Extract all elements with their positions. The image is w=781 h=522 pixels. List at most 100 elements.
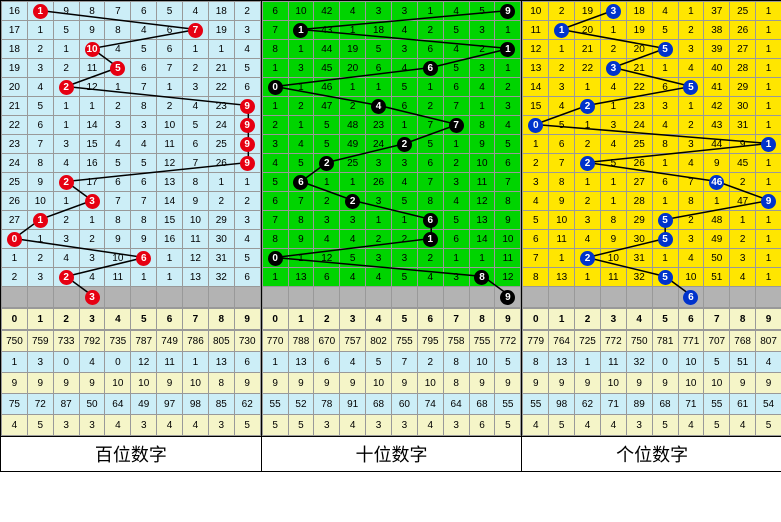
trend-cell: 9 [288,230,314,249]
digit-header: 8 [469,309,495,330]
trend-cell: 1 [523,135,549,154]
summary-cell: 5 [366,352,392,373]
summary-cell: 707 [704,331,730,352]
trend-cell: 5 [678,78,704,97]
trend-cell: 2 [575,135,601,154]
summary-cell: 5 [262,415,288,436]
trend-cell: 6 [131,173,157,192]
gray-cell [469,287,495,308]
trend-cell: 6 [234,268,260,287]
hit-ball: 3 [85,290,100,305]
trend-cell: 12 [314,249,340,268]
hit-ball: 6 [136,251,151,266]
summary-cell: 55 [495,394,521,415]
summary-cell: 4 [340,415,366,436]
trend-cell: 2 [730,230,756,249]
trend-cell: 1 [600,97,626,116]
trend-cell: 2 [495,78,521,97]
summary-cell: 759 [27,331,53,352]
trend-cell: 40 [704,59,730,78]
trend-cell: 1 [262,268,288,287]
trend-cell: 10 [523,2,549,21]
digit-header: 8 [208,309,234,330]
trend-cell: 6 [131,249,157,268]
summary-cell: 4 [756,352,781,373]
summary-cell: 68 [366,394,392,415]
summary-cell: 8 [208,373,234,394]
trend-cell: 20 [575,21,601,40]
hit-ball: 0 [528,118,543,133]
trend-cell: 1 [53,192,79,211]
summary-cell: 75 [2,394,28,415]
trend-cell: 22 [208,78,234,97]
summary-cell: 5 [234,415,260,436]
trend-cell: 5 [443,211,469,230]
trend-cell: 51 [704,268,730,287]
trend-cell: 30 [730,97,756,116]
summary-cell: 3 [208,415,234,436]
trend-cell: 6 [417,59,443,78]
trend-cell: 2 [340,97,366,116]
trend-cell: 1 [27,211,53,230]
panel-title-hundreds: 百位数字 [1,436,261,471]
summary-cell: 97 [157,394,183,415]
trend-cell: 9 [704,154,730,173]
trend-cell: 2 [575,192,601,211]
summary-cell: 32 [626,352,652,373]
digit-header: 6 [417,309,443,330]
trend-cell: 15 [523,97,549,116]
trend-cell: 2 [678,21,704,40]
trend-cell: 2 [678,116,704,135]
trend-cell: 32 [208,268,234,287]
trend-cell: 7 [288,192,314,211]
summary-cell: 13 [288,352,314,373]
trend-cell: 7 [131,192,157,211]
trend-cell: 4 [549,97,575,116]
trend-cell: 4 [183,2,209,21]
gray-cell [626,287,652,308]
trend-cell: 4 [105,40,131,59]
summary-cell: 6 [469,415,495,436]
summary-cell: 1 [262,352,288,373]
digit-header: 6 [157,309,183,330]
summary-cell: 10 [105,373,131,394]
trend-cell: 4 [391,59,417,78]
trend-cell: 4 [417,268,443,287]
summary-cell: 6 [234,352,260,373]
trend-cell: 30 [208,230,234,249]
trend-cell: 3 [366,154,392,173]
trend-cell: 1 [756,173,781,192]
trend-cell: 19 [626,21,652,40]
summary-cell: 725 [575,331,601,352]
trend-cell: 5 [288,154,314,173]
summary-cell: 3 [366,415,392,436]
summary-cell: 4 [730,415,756,436]
trend-cell: 5 [53,21,79,40]
trend-cell: 2 [391,135,417,154]
trend-cell: 3 [678,230,704,249]
trend-cell: 1 [600,173,626,192]
trend-cell: 5 [417,135,443,154]
trend-cell: 27 [626,173,652,192]
trend-cell: 5 [105,154,131,173]
summary-cell: 3 [53,415,79,436]
trend-cell: 2 [549,2,575,21]
summary-cell: 3 [79,415,105,436]
gray-cell [523,287,549,308]
panel-title-ones: 个位数字 [522,436,781,471]
trend-cell: 7 [262,211,288,230]
summary-cell: 68 [469,394,495,415]
summary-cell: 750 [626,331,652,352]
trend-cell: 10 [79,40,105,59]
summary-cell: 0 [105,352,131,373]
trend-cell: 2 [549,59,575,78]
trend-cell: 9 [79,21,105,40]
trend-cell: 42 [704,97,730,116]
summary-cell: 10 [678,352,704,373]
summary-cell: 772 [600,331,626,352]
trend-cell: 4 [678,249,704,268]
hit-ball: 2 [59,175,74,190]
trend-cell: 29 [626,211,652,230]
trend-cell: 10 [27,192,53,211]
trend-cell: 9 [469,135,495,154]
